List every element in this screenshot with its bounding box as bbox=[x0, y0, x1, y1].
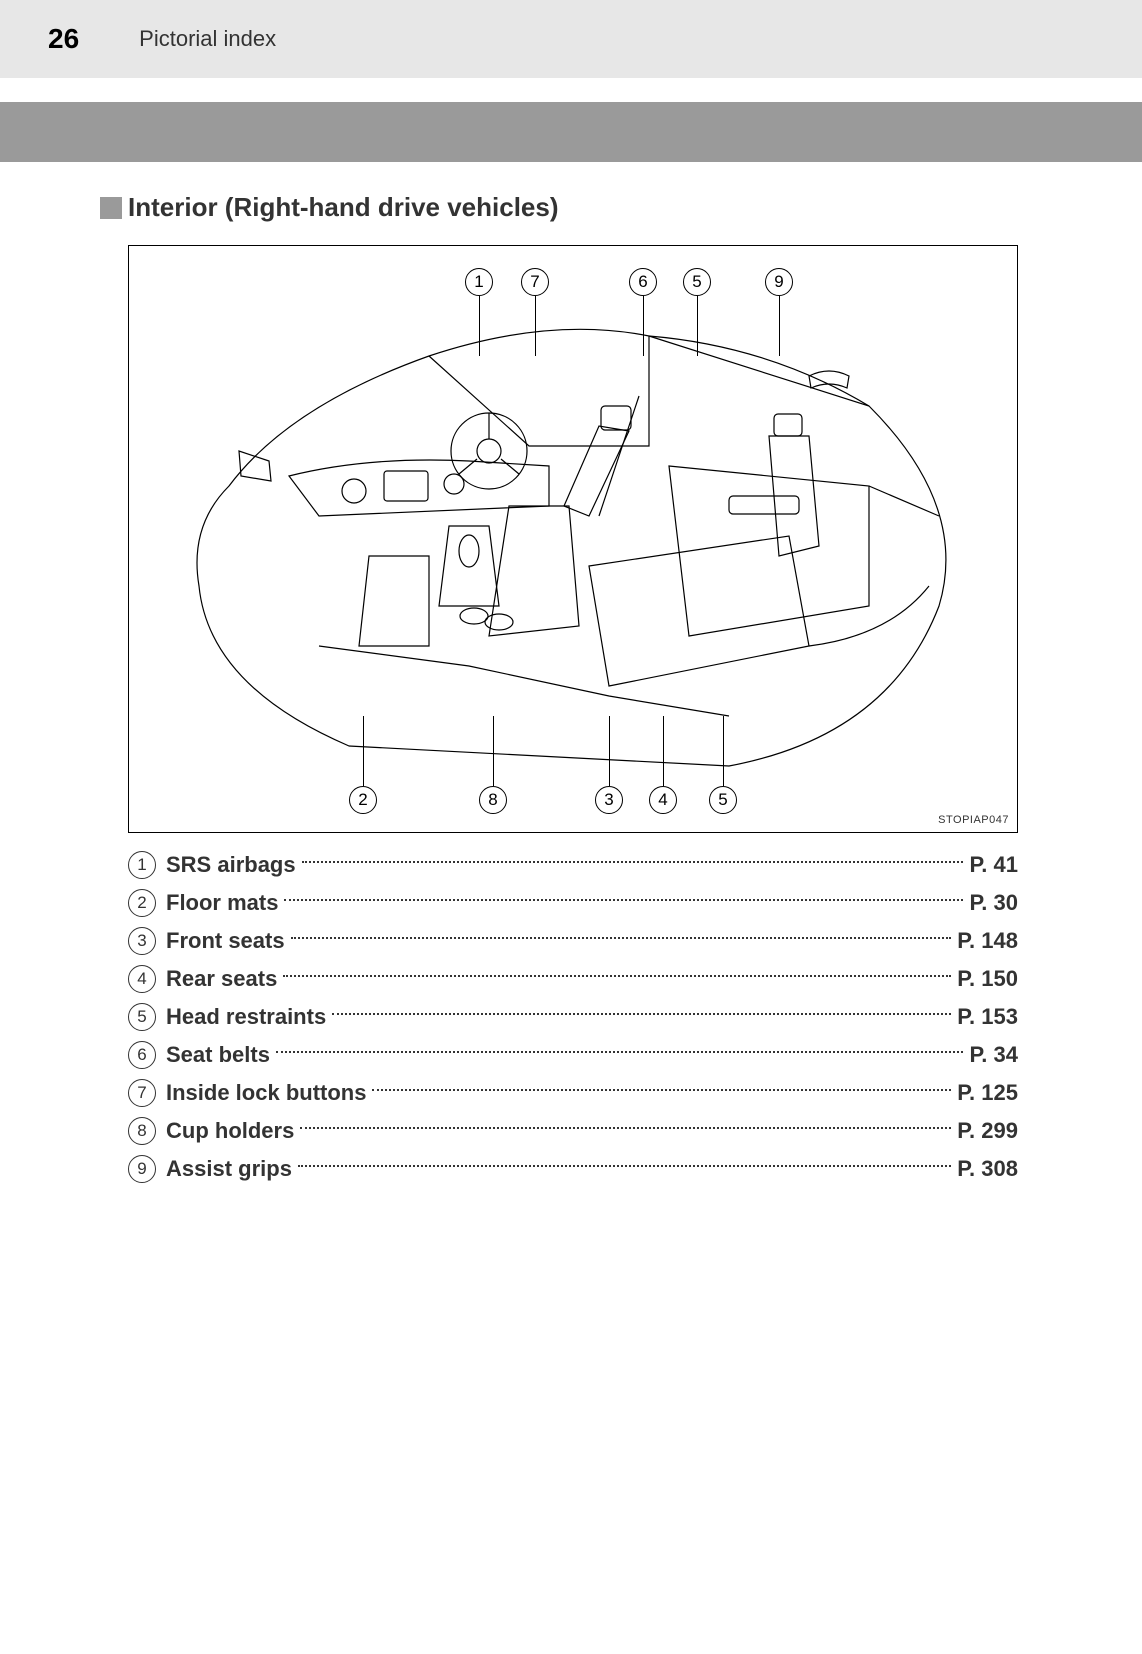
index-page-ref: P. 153 bbox=[957, 1004, 1018, 1030]
leader-dots bbox=[302, 861, 964, 863]
index-number: 7 bbox=[128, 1079, 156, 1107]
callout-top-5: 5 bbox=[683, 268, 711, 296]
index-page-ref: P. 150 bbox=[957, 966, 1018, 992]
index-row: 7 Inside lock buttons P. 125 bbox=[128, 1079, 1018, 1107]
square-bullet-icon bbox=[100, 197, 122, 219]
index-row: 3 Front seats P. 148 bbox=[128, 927, 1018, 955]
leader-dots bbox=[298, 1165, 951, 1167]
index-row: 1 SRS airbags P. 41 bbox=[128, 851, 1018, 879]
page-number: 26 bbox=[48, 23, 79, 55]
index-number: 5 bbox=[128, 1003, 156, 1031]
callout-line bbox=[697, 296, 698, 356]
index-row: 4 Rear seats P. 150 bbox=[128, 965, 1018, 993]
callout-line bbox=[609, 716, 610, 786]
callout-line bbox=[363, 716, 364, 786]
callout-line bbox=[663, 716, 664, 786]
index-number: 6 bbox=[128, 1041, 156, 1069]
leader-dots bbox=[372, 1089, 951, 1091]
index-row: 9 Assist grips P. 308 bbox=[128, 1155, 1018, 1183]
index-label: Assist grips bbox=[166, 1156, 292, 1182]
index-row: 2 Floor mats P. 30 bbox=[128, 889, 1018, 917]
callout-bottom-8: 8 bbox=[479, 786, 507, 814]
index-number: 9 bbox=[128, 1155, 156, 1183]
callout-bottom-5: 5 bbox=[709, 786, 737, 814]
index-row: 8 Cup holders P. 299 bbox=[128, 1117, 1018, 1145]
index-page-ref: P. 34 bbox=[969, 1042, 1018, 1068]
index-label: Floor mats bbox=[166, 890, 278, 916]
index-row: 6 Seat belts P. 34 bbox=[128, 1041, 1018, 1069]
index-label: Front seats bbox=[166, 928, 285, 954]
index-page-ref: P. 148 bbox=[957, 928, 1018, 954]
index-list: 1 SRS airbags P. 41 2 Floor mats P. 30 3 Front … bbox=[128, 851, 1018, 1183]
callout-bottom-4: 4 bbox=[649, 786, 677, 814]
section-title: Interior (Right-hand drive vehicles) bbox=[128, 192, 559, 223]
index-number: 2 bbox=[128, 889, 156, 917]
index-row: 5 Head restraints P. 153 bbox=[128, 1003, 1018, 1031]
index-page-ref: P. 308 bbox=[957, 1156, 1018, 1182]
leader-dots bbox=[276, 1051, 964, 1053]
leader-dots bbox=[284, 899, 963, 901]
callout-line bbox=[535, 296, 536, 356]
callout-line bbox=[723, 716, 724, 786]
gray-band bbox=[0, 102, 1142, 162]
callout-top-9: 9 bbox=[765, 268, 793, 296]
leader-dots bbox=[300, 1127, 951, 1129]
car-interior-diagram bbox=[169, 306, 979, 786]
callout-top-1: 1 bbox=[465, 268, 493, 296]
index-label: Head restraints bbox=[166, 1004, 326, 1030]
index-page-ref: P. 30 bbox=[969, 890, 1018, 916]
callout-top-7: 7 bbox=[521, 268, 549, 296]
leader-dots bbox=[291, 937, 952, 939]
index-number: 8 bbox=[128, 1117, 156, 1145]
index-label: Seat belts bbox=[166, 1042, 270, 1068]
diagram-code: STOPIAP047 bbox=[938, 814, 1009, 826]
content-area: Interior (Right-hand drive vehicles) bbox=[0, 162, 1142, 1183]
callout-line bbox=[779, 296, 780, 356]
header-section-text: Pictorial index bbox=[139, 26, 276, 52]
index-page-ref: P. 125 bbox=[957, 1080, 1018, 1106]
index-label: Inside lock buttons bbox=[166, 1080, 366, 1106]
index-label: SRS airbags bbox=[166, 852, 296, 878]
index-number: 1 bbox=[128, 851, 156, 879]
page-header: 26 Pictorial index bbox=[0, 0, 1142, 78]
callout-bottom-2: 2 bbox=[349, 786, 377, 814]
diagram-box: 17659 28345 STOPIAP047 bbox=[128, 245, 1018, 833]
callout-line bbox=[493, 716, 494, 786]
index-page-ref: P. 41 bbox=[969, 852, 1018, 878]
callout-line bbox=[479, 296, 480, 356]
callout-bottom-3: 3 bbox=[595, 786, 623, 814]
index-number: 4 bbox=[128, 965, 156, 993]
index-label: Cup holders bbox=[166, 1118, 294, 1144]
leader-dots bbox=[283, 975, 951, 977]
leader-dots bbox=[332, 1013, 951, 1015]
index-page-ref: P. 299 bbox=[957, 1118, 1018, 1144]
callout-line bbox=[643, 296, 644, 356]
section-title-row: Interior (Right-hand drive vehicles) bbox=[100, 192, 1042, 223]
callout-top-6: 6 bbox=[629, 268, 657, 296]
index-label: Rear seats bbox=[166, 966, 277, 992]
index-number: 3 bbox=[128, 927, 156, 955]
